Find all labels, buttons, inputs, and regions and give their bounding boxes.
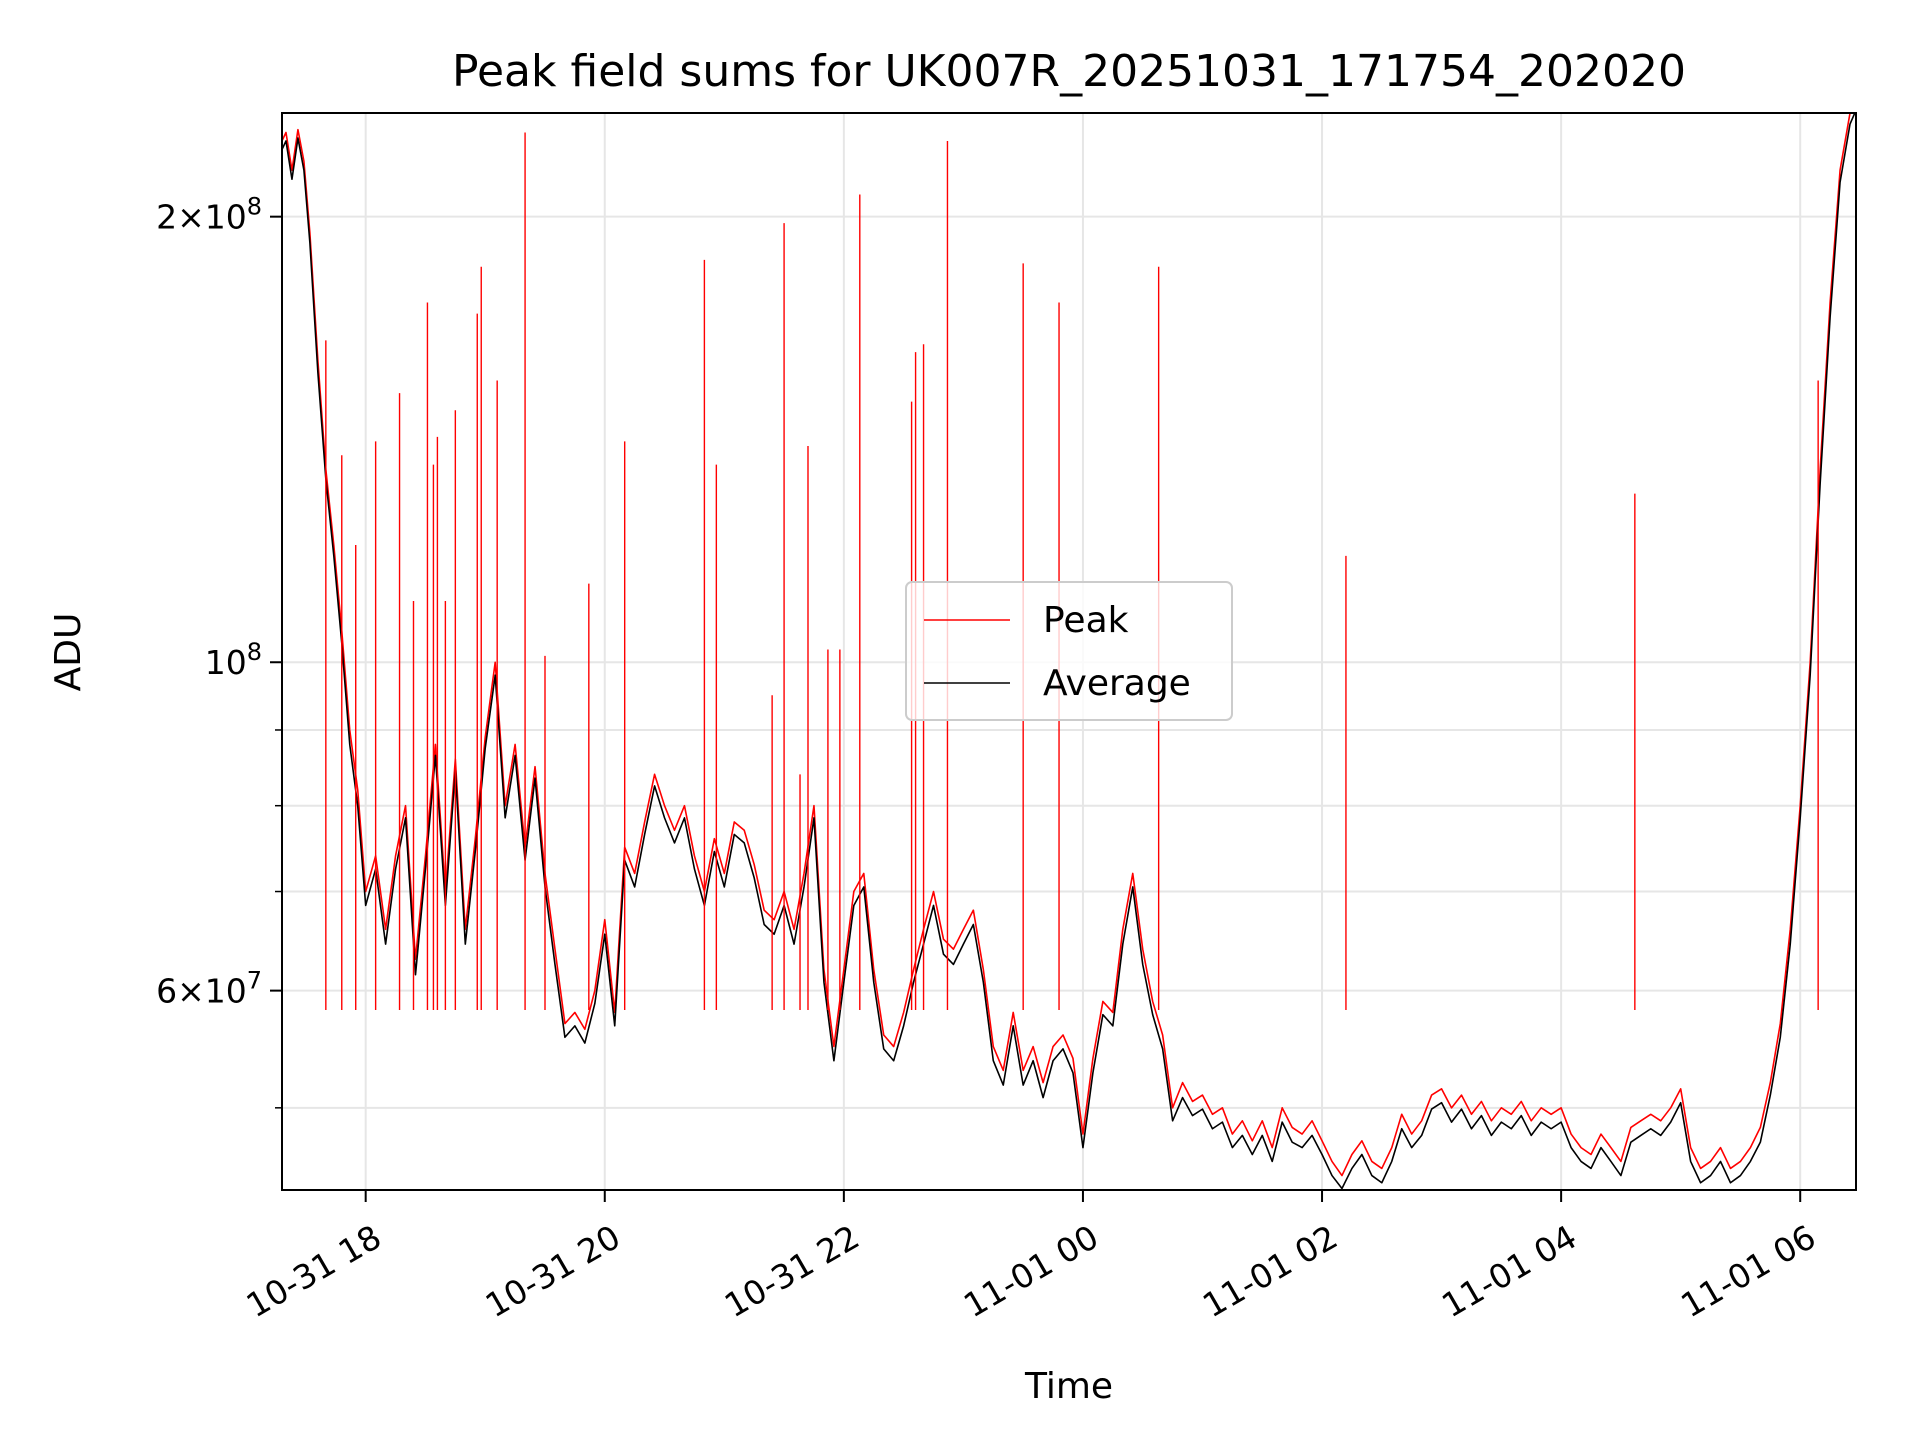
plot-area-border <box>281 112 1857 1191</box>
series-line-average <box>282 113 1856 1190</box>
legend-frame <box>905 581 1233 721</box>
y-tick-label: 2×108 <box>156 193 262 237</box>
legend-label-average: Average <box>1043 663 1191 704</box>
x-axis-label: Time <box>1024 1366 1113 1407</box>
legend: Peak Average <box>905 581 1233 721</box>
chart-title: Peak field sums for UK007R_20251031_1717… <box>452 46 1686 97</box>
y-tick-label: 108 <box>205 638 262 682</box>
y-axis: 6×107 108 2×108 <box>156 193 282 1109</box>
series-line-peak <box>282 113 1851 1177</box>
y-tick-label: 6×107 <box>156 967 262 1011</box>
y-axis-label: ADU <box>48 613 89 692</box>
legend-label-peak: Peak <box>1043 600 1129 641</box>
